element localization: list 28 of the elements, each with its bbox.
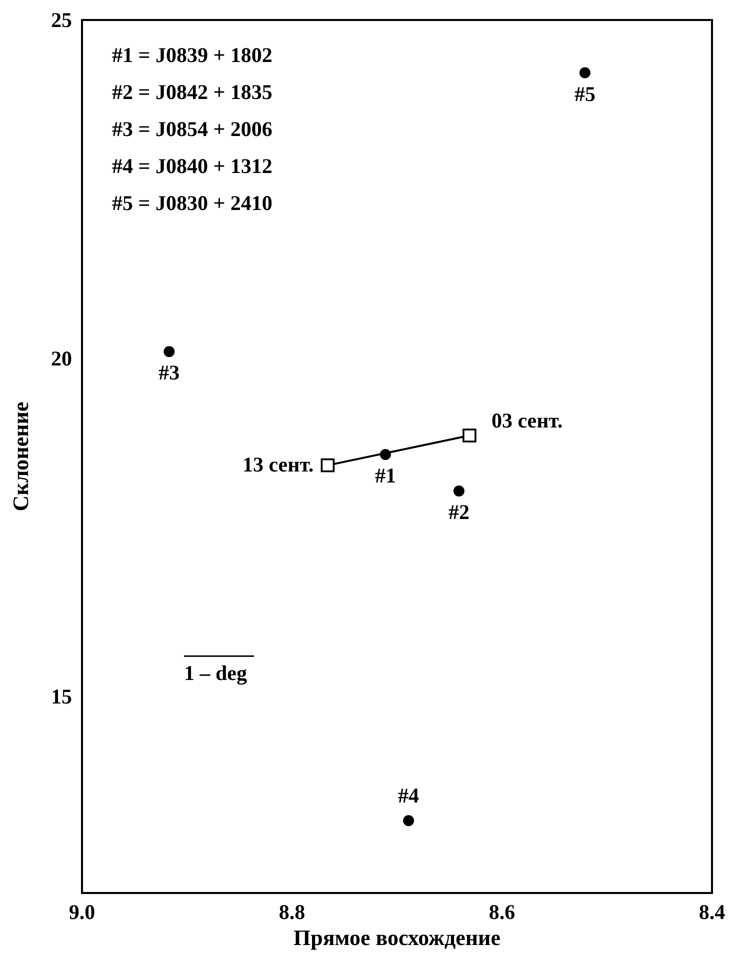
annotation: #3: [158, 360, 180, 385]
point: [579, 67, 590, 78]
x-tick-label: 9.0: [68, 900, 96, 924]
annotation: #5 = J0830 + 2410: [112, 191, 272, 215]
y-tick-label: 25: [51, 8, 72, 32]
annotation: #1 = J0839 + 1802: [112, 43, 272, 67]
x-axis-title: Прямое восхождение: [294, 925, 501, 950]
annotation: #1: [374, 463, 396, 488]
x-tick-label: 8.8: [278, 900, 306, 924]
x-tick-label: 8.6: [488, 900, 516, 924]
point: [462, 428, 476, 442]
point: [403, 815, 414, 826]
y-tick-label: 20: [51, 346, 72, 370]
annotation: 1 – deg: [184, 661, 248, 686]
annotation: #5: [574, 82, 596, 106]
annotation: #4 = J0840 + 1312: [112, 154, 272, 178]
annotation: #2 = J0842 + 1835: [112, 80, 272, 104]
x-tick-label: 8.4: [698, 900, 726, 924]
point: [453, 486, 464, 497]
point: [320, 458, 335, 472]
point: [164, 346, 175, 358]
annotation: 13 сент.: [242, 452, 314, 476]
annotation: 03 сент.: [491, 408, 563, 433]
y-tick-label: 15: [51, 684, 72, 709]
y-axis-title: Склонение: [8, 402, 33, 512]
annotation: #2: [448, 500, 470, 524]
annotation: #4: [398, 784, 420, 808]
annotation: #3 = J0854 + 2006: [112, 117, 272, 141]
